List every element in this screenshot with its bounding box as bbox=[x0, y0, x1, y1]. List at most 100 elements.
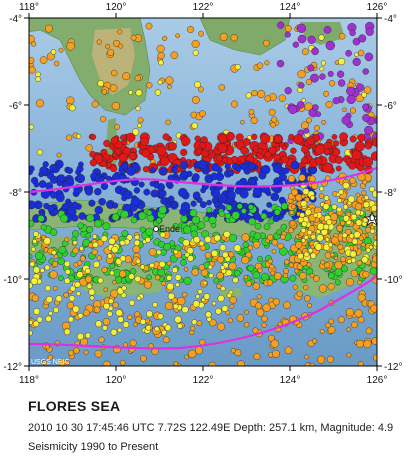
earthquake-dot bbox=[297, 70, 306, 79]
earthquake-dot bbox=[130, 34, 137, 41]
earthquake-dot bbox=[32, 238, 38, 244]
earthquake-dot bbox=[207, 264, 213, 270]
earthquake-dot bbox=[102, 325, 108, 331]
earthquake-dot bbox=[370, 204, 377, 212]
earthquake-dot bbox=[96, 255, 102, 261]
earthquake-dot bbox=[244, 309, 249, 315]
earthquake-dot bbox=[172, 303, 179, 310]
earthquake-dot bbox=[121, 162, 129, 170]
earthquake-dot bbox=[342, 182, 350, 189]
earthquake-dot bbox=[171, 167, 178, 174]
earthquake-dot bbox=[47, 205, 55, 213]
earthquake-dot bbox=[63, 260, 71, 268]
earthquake-dot bbox=[192, 191, 201, 200]
earthquake-dot bbox=[154, 274, 161, 281]
earthquake-dot bbox=[78, 161, 84, 168]
earthquake-dot bbox=[42, 161, 49, 168]
earthquake-dot bbox=[33, 308, 41, 315]
earthquake-dot bbox=[199, 141, 207, 149]
earthquake-dot bbox=[276, 59, 285, 68]
earthquake-dot bbox=[111, 246, 119, 254]
earthquake-dot bbox=[89, 159, 98, 167]
earthquake-dot bbox=[84, 268, 91, 274]
lon-tick-bottom-126: 126° bbox=[367, 375, 388, 386]
earthquake-dot bbox=[162, 336, 170, 344]
earthquake-dot bbox=[296, 23, 307, 33]
earthquake-dot bbox=[123, 342, 128, 348]
earthquake-dot bbox=[295, 241, 303, 249]
earthquake-dot bbox=[58, 245, 67, 254]
earthquake-dot bbox=[96, 39, 102, 45]
earthquake-dot bbox=[277, 21, 285, 29]
earthquake-dot bbox=[53, 307, 59, 313]
earthquake-dot bbox=[301, 220, 308, 227]
earthquake-dot bbox=[76, 291, 81, 297]
earthquake-dot bbox=[100, 182, 109, 191]
earthquake-dot bbox=[119, 239, 126, 246]
earthquake-dot bbox=[357, 316, 365, 324]
earthquake-dot bbox=[342, 232, 348, 239]
earthquake-dot bbox=[362, 156, 374, 168]
earthquake-dot bbox=[65, 360, 71, 366]
earthquake-dot bbox=[302, 188, 310, 195]
earthquake-dot bbox=[310, 252, 317, 259]
earthquake-dot bbox=[251, 133, 258, 140]
earthquake-dot bbox=[57, 257, 65, 265]
earthquake-dot bbox=[230, 100, 238, 108]
earthquake-dot bbox=[89, 150, 96, 158]
earthquake-dot bbox=[181, 136, 191, 146]
earthquake-dot bbox=[193, 236, 201, 244]
earthquake-dot bbox=[312, 338, 318, 344]
earthquake-dot bbox=[364, 141, 373, 150]
earthquake-dot bbox=[65, 134, 73, 141]
earthquake-dot bbox=[336, 206, 342, 213]
earthquake-dot bbox=[35, 71, 41, 78]
earthquake-dot bbox=[356, 259, 363, 266]
earthquake-dot bbox=[200, 297, 206, 303]
earthquake-dot bbox=[88, 288, 96, 296]
earthquake-dot bbox=[29, 219, 35, 228]
earthquake-dot bbox=[247, 162, 256, 171]
earthquake-dot bbox=[71, 214, 79, 222]
earthquake-dot bbox=[206, 206, 213, 213]
earthquake-dot bbox=[301, 145, 309, 154]
earthquake-dot bbox=[350, 107, 357, 114]
earthquake-dot bbox=[134, 311, 141, 318]
earthquake-dot bbox=[182, 239, 190, 247]
earthquake-dot bbox=[60, 214, 69, 223]
earthquake-dot bbox=[113, 40, 121, 48]
earthquake-dot bbox=[139, 226, 146, 233]
earthquake-dot bbox=[353, 231, 361, 239]
earthquake-dot bbox=[322, 162, 333, 174]
earthquake-dot bbox=[276, 229, 282, 236]
earthquake-dot bbox=[48, 311, 53, 316]
earthquake-dot bbox=[343, 204, 349, 210]
earthquake-dot bbox=[167, 84, 172, 90]
earthquake-dot bbox=[357, 361, 364, 366]
earthquake-dot bbox=[30, 41, 37, 47]
earthquake-dot bbox=[335, 165, 342, 172]
earthquake-dot bbox=[102, 318, 111, 326]
earthquake-dot bbox=[362, 114, 370, 122]
earthquake-dot bbox=[157, 268, 166, 277]
earthquake-dot bbox=[346, 327, 351, 332]
earthquake-dot bbox=[128, 152, 137, 161]
earthquake-dot bbox=[148, 248, 157, 257]
earthquake-dot bbox=[98, 197, 106, 206]
earthquake-dot bbox=[79, 255, 86, 262]
earthquake-dot bbox=[364, 125, 374, 135]
earthquake-dot bbox=[203, 293, 211, 300]
earthquake-dot bbox=[298, 82, 305, 89]
earthquake-dot bbox=[235, 133, 244, 142]
earthquake-dot bbox=[351, 321, 358, 329]
earthquake-dot bbox=[349, 177, 356, 184]
earthquake-dot bbox=[313, 275, 320, 282]
earthquake-dot bbox=[226, 292, 232, 299]
plate-boundary-north bbox=[29, 166, 377, 194]
earthquake-dot bbox=[29, 330, 33, 337]
region-title: FLORES SEA bbox=[28, 398, 121, 414]
earthquake-dot bbox=[215, 308, 222, 315]
earthquake-dot bbox=[31, 294, 39, 302]
earthquake-dot bbox=[36, 149, 43, 156]
earthquake-dot bbox=[114, 148, 122, 156]
